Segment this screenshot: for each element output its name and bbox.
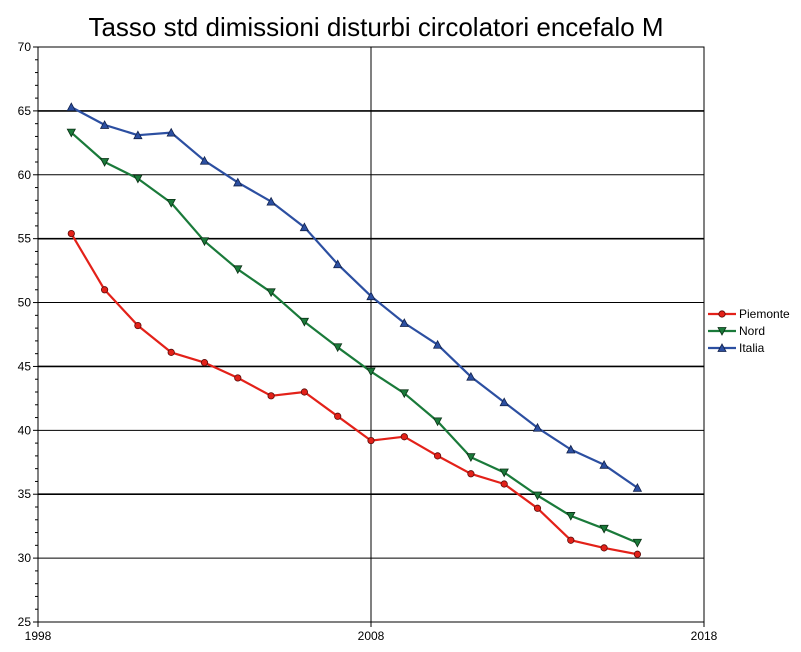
data-point-italia (599, 459, 609, 469)
series-line-nord (70, 131, 638, 544)
data-point-nord (366, 367, 376, 377)
y-tick-label: 55 (18, 232, 32, 246)
chart-title: Tasso std dimissioni disturbi circolator… (88, 12, 663, 42)
data-point-italia (299, 222, 310, 232)
legend-item-italia: Italia (708, 341, 765, 355)
data-point-nord (333, 343, 343, 353)
legend-item-piemonte: Piemonte (708, 307, 790, 321)
data-point-piemonte (234, 374, 242, 382)
data-point-nord (166, 198, 176, 208)
data-point-italia (199, 155, 210, 165)
data-point-italia (233, 177, 243, 187)
data-point-nord (499, 468, 509, 478)
data-point-italia (333, 259, 343, 269)
data-point-piemonte (267, 392, 275, 400)
data-point-italia (133, 130, 143, 140)
y-tick-label: 25 (18, 615, 32, 629)
data-point-piemonte (500, 480, 508, 488)
data-point-italia (466, 371, 476, 381)
data-point-nord (566, 512, 576, 521)
legend-marker-piemonte (718, 310, 726, 318)
data-point-italia (99, 120, 110, 129)
x-axis: 1998 2008 2018 (25, 622, 718, 643)
data-point-piemonte (300, 388, 308, 396)
data-point-piemonte (134, 321, 142, 330)
data-point-italia (499, 397, 509, 407)
data-point-nord (632, 538, 643, 548)
data-point-piemonte (433, 452, 442, 460)
x-tick-label: 2018 (691, 629, 718, 643)
data-point-nord (599, 524, 609, 534)
legend-marker-nord (717, 327, 727, 336)
legend: Piemonte Nord Italia (708, 307, 790, 355)
data-point-piemonte (533, 504, 542, 512)
data-point-italia (532, 422, 543, 432)
series-line-italia (70, 106, 639, 489)
legend-marker-italia (717, 343, 727, 352)
series-piemonte (67, 229, 642, 558)
data-point-piemonte (567, 536, 575, 544)
data-point-piemonte (367, 436, 375, 445)
series-nord (66, 128, 643, 548)
data-point-piemonte (167, 348, 175, 356)
y-tick-label: 40 (18, 423, 32, 437)
series-layer (66, 102, 643, 558)
y-tick-label: 65 (18, 104, 32, 118)
data-point-piemonte (200, 359, 209, 367)
y-axis: 25 30 35 40 45 50 55 60 65 70 (18, 40, 38, 629)
data-point-nord (299, 317, 310, 327)
data-point-nord (99, 158, 110, 167)
data-point-italia (66, 102, 76, 111)
series-italia (66, 102, 643, 492)
data-point-nord (66, 128, 76, 138)
y-tick-label: 30 (18, 551, 32, 565)
data-point-piemonte (467, 470, 475, 478)
data-point-italia (399, 318, 409, 327)
y-tick-label: 50 (18, 296, 32, 310)
data-point-nord (399, 389, 409, 399)
legend-label: Piemonte (739, 307, 790, 321)
x-tick-label: 2008 (358, 629, 385, 643)
grid-lines (38, 47, 704, 622)
y-tick-label: 35 (18, 487, 32, 501)
data-point-piemonte (334, 412, 342, 420)
data-point-piemonte (67, 229, 75, 238)
data-point-italia (432, 339, 443, 349)
data-point-nord (266, 288, 276, 298)
data-point-piemonte (600, 544, 608, 552)
y-tick-label: 60 (18, 168, 32, 182)
y-tick-label: 70 (18, 40, 32, 54)
data-point-nord (532, 491, 543, 501)
series-line-piemonte (70, 233, 638, 556)
data-point-piemonte (633, 550, 642, 558)
data-point-italia (566, 444, 576, 454)
data-point-piemonte (101, 286, 109, 294)
legend-label: Nord (739, 324, 765, 338)
data-point-nord (199, 237, 210, 247)
data-point-nord (233, 265, 243, 275)
data-point-italia (632, 482, 643, 492)
data-point-nord (466, 453, 476, 463)
data-point-italia (166, 127, 176, 137)
data-point-italia (366, 291, 376, 301)
legend-label: Italia (739, 341, 765, 355)
data-point-nord (133, 174, 143, 184)
data-point-piemonte (400, 433, 408, 441)
data-point-nord (432, 417, 443, 427)
data-point-italia (266, 196, 276, 206)
legend-item-nord: Nord (708, 324, 765, 338)
y-tick-label: 45 (18, 359, 32, 373)
x-tick-label: 1998 (25, 629, 52, 643)
y-minor-ticks (35, 59, 38, 610)
